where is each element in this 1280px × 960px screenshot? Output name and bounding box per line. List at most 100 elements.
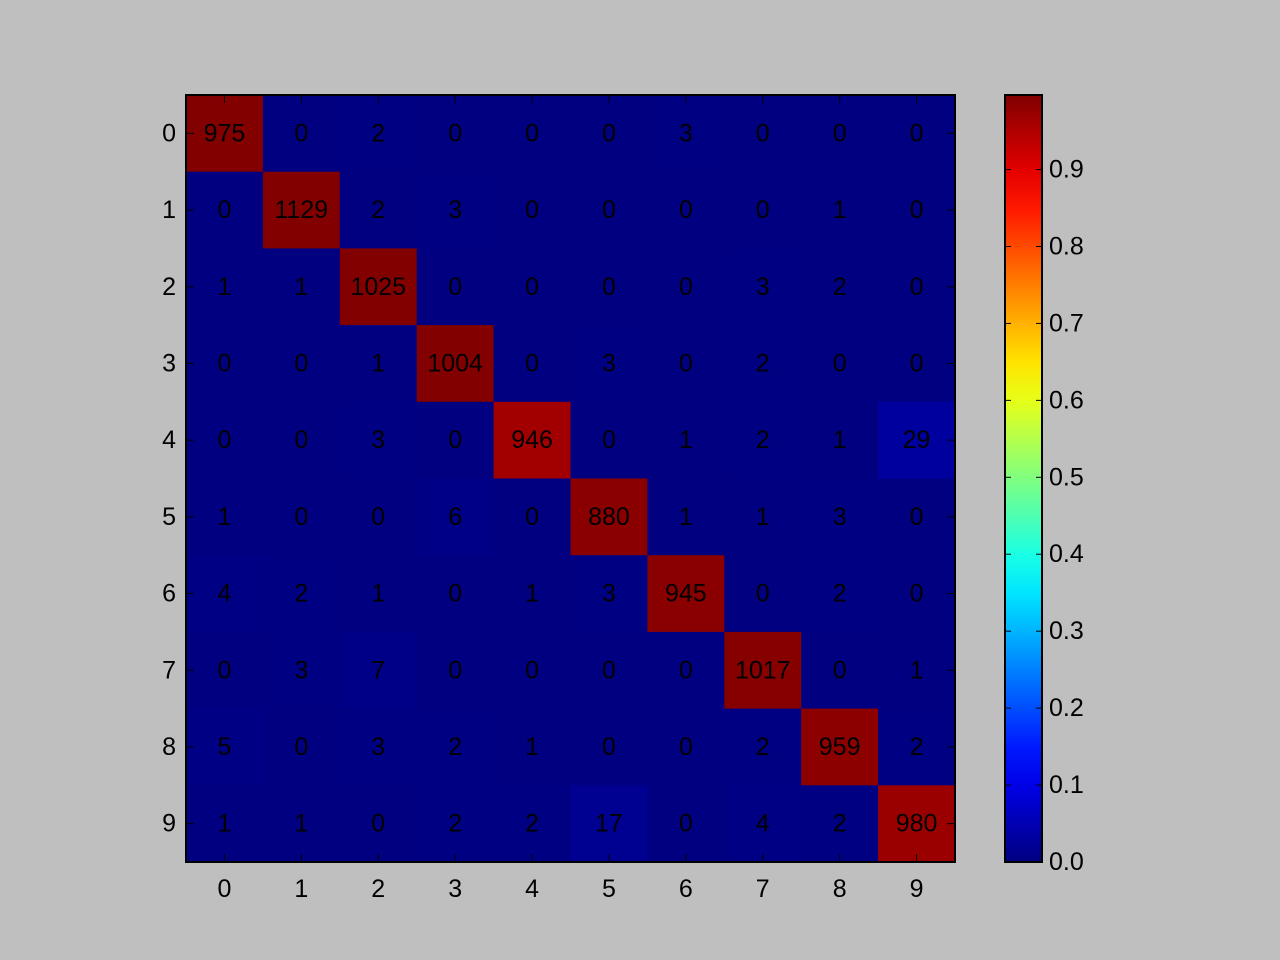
heatmap-cell (186, 325, 264, 403)
heatmap-cell (339, 631, 418, 710)
heatmap-cell (416, 555, 495, 633)
heatmap-cell (570, 401, 648, 480)
y-tick-label: 6 (162, 580, 176, 608)
colorbar-tick-label: 0.0 (1049, 848, 1084, 876)
heatmap-cell (801, 401, 879, 480)
heatmap-cell (186, 171, 264, 249)
heatmap-cell (878, 171, 956, 249)
heatmap-cell (801, 708, 879, 786)
cell-value-label: 1 (525, 733, 539, 761)
cell-value-label: 0 (910, 580, 924, 608)
cell-value-label: 1017 (735, 656, 791, 684)
cell-value-label: 1 (525, 580, 539, 608)
heatmap-cell (647, 708, 725, 786)
heatmap-cell (878, 478, 956, 556)
heatmap-cell (186, 248, 264, 326)
cell-value-label: 0 (756, 119, 770, 147)
cell-value-label: 0 (448, 580, 462, 608)
heatmap-cell (262, 248, 341, 326)
heatmap-cell (493, 478, 572, 556)
cell-value-label: 3 (371, 733, 385, 761)
colorbar-tick-label: 0.8 (1049, 232, 1084, 260)
heatmap-cell (724, 555, 802, 633)
heatmap-cell (339, 708, 418, 786)
cell-value-label: 3 (602, 349, 616, 377)
cell-value-label: 1129 (274, 196, 328, 224)
cell-value-label: 2 (910, 733, 924, 761)
cell-value-label: 4 (217, 580, 231, 608)
heatmap-cell (339, 555, 418, 633)
heatmap-cell (493, 401, 572, 480)
y-tick-label: 5 (162, 503, 176, 531)
cell-value-label: 1 (217, 810, 231, 838)
cell-value-label: 0 (910, 503, 924, 531)
heatmap-cell (647, 631, 725, 710)
cell-value-label: 2 (756, 349, 770, 377)
cell-value-label: 0 (371, 810, 385, 838)
heatmap-cell (878, 555, 956, 633)
cell-value-label: 3 (371, 426, 385, 454)
cell-value-label: 1025 (350, 273, 406, 301)
heatmap-cell (339, 785, 418, 863)
cell-value-label: 0 (217, 349, 231, 377)
heatmap-cell (724, 708, 802, 786)
heatmap-cell (339, 478, 418, 556)
cell-value-label: 2 (833, 580, 847, 608)
heatmap-cells (186, 95, 956, 863)
cell-value-label: 3 (448, 196, 462, 224)
heatmap-cell (339, 325, 418, 403)
cell-value-label: 3 (756, 273, 770, 301)
cell-value-label: 0 (294, 119, 308, 147)
heatmap-cell (724, 95, 802, 173)
x-tick-label: 2 (371, 875, 385, 903)
cell-value-label: 980 (896, 810, 938, 838)
cell-value-label: 2 (756, 426, 770, 454)
heatmap-cell (262, 325, 341, 403)
cell-value-label: 6 (448, 503, 462, 531)
cell-value-label: 3 (679, 119, 693, 147)
y-tick-label: 9 (162, 810, 176, 838)
cell-value-label: 0 (756, 196, 770, 224)
cell-value-label: 0 (679, 656, 693, 684)
colorbar-tick-label: 0.6 (1049, 386, 1084, 414)
heatmap-cell (801, 171, 879, 249)
x-tick-label: 1 (294, 875, 308, 903)
x-tick-labels: 0 1 2 3 4 5 6 7 8 9 (217, 875, 923, 903)
cell-value-label: 0 (525, 273, 539, 301)
heatmap-cell (186, 631, 264, 710)
cell-value-label: 0 (679, 349, 693, 377)
x-tick-label: 9 (910, 875, 924, 903)
heatmap-cell (186, 785, 264, 863)
x-tick-label: 3 (448, 875, 462, 903)
cell-value-label: 1 (679, 426, 693, 454)
heatmap-cell (262, 785, 341, 863)
cell-value-label: 0 (602, 119, 616, 147)
heatmap-cell (801, 325, 879, 403)
heatmap-cell (186, 708, 264, 786)
colorbar-tick-label: 0.7 (1049, 309, 1084, 337)
heatmap-cell (801, 555, 879, 633)
colorbar-tick-label: 0.1 (1049, 771, 1084, 799)
heatmap-cell (416, 401, 495, 480)
cell-value-label: 0 (602, 196, 616, 224)
heatmap-cell (647, 325, 725, 403)
x-tick-label: 5 (602, 875, 616, 903)
y-tick-label: 0 (162, 119, 176, 147)
cell-value-label: 1004 (427, 349, 483, 377)
colorbar-tick-labels: 0.0 0.1 0.2 0.3 0.4 0.5 0.6 0.7 0.8 0.9 (1049, 156, 1084, 876)
cell-value-labels: 975 0 2 0 0 0 3 0 0 00 1129 2 3 0 0 0 0 1 01 1 1025 0 0 0 0 3 2 00 0… (204, 119, 938, 837)
cell-value-label: 0 (217, 196, 231, 224)
heatmap-cell (570, 95, 648, 173)
cell-value-label: 0 (217, 656, 231, 684)
heatmap-cell (878, 95, 956, 173)
heatmap-cell (262, 478, 341, 556)
x-tick-label: 6 (679, 875, 693, 903)
colorbar-tick-label: 0.3 (1049, 617, 1084, 645)
heatmap-cell (416, 325, 495, 403)
heatmap-cell (570, 708, 648, 786)
heatmap-cell (339, 248, 418, 326)
axes-ticks (186, 95, 955, 862)
cell-value-label: 2 (833, 273, 847, 301)
heatmap-cell (647, 248, 725, 326)
